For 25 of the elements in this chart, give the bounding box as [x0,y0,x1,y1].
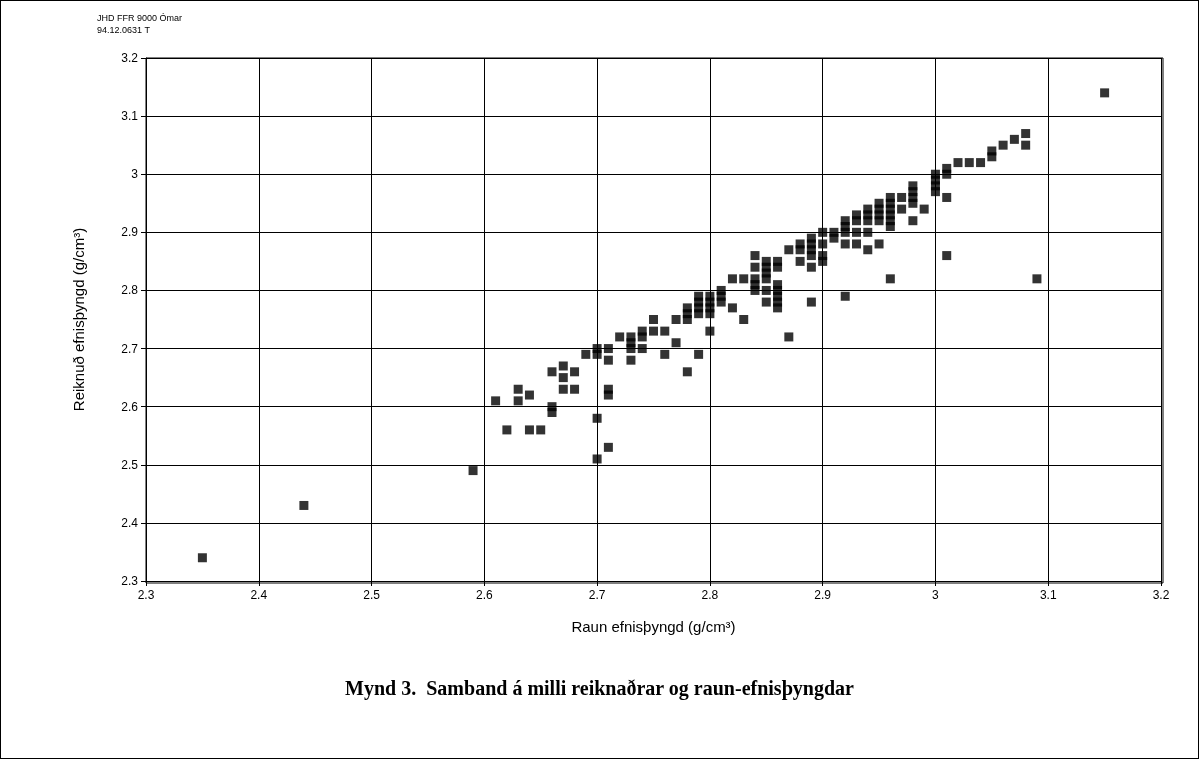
x-tick-label: 3.1 [1039,588,1057,602]
x-tick-label: 3.2 [1152,588,1170,602]
y-tick-label: 2.8 [121,283,139,298]
x-tick-label: 2.7 [588,588,606,602]
x-tick-label: 2.4 [250,588,268,602]
y-tick-label: 2.4 [121,515,139,530]
y-tick-label: 2.7 [121,341,139,356]
x-tick-label: 2.6 [475,588,493,602]
text: Mynd 3. Samband á milli reiknaðrar og raun-efnisþyngdar [345,677,855,700]
y-tick-label: 3 [131,167,139,182]
x-tick-label: 2.8 [701,588,719,602]
x-axis-title: Raun efnisþyngd (g/cm³) [571,618,736,635]
x-tick-label: 2.3 [137,588,155,602]
text: 94.12.0631 T [97,24,151,35]
y-tick-label: 2.3 [121,574,139,588]
y-tick-label: 2.5 [121,457,139,472]
y-axis-title: Reiknuð efnisþyngd (g/cm³) [70,227,87,412]
text: JHD FFR 9000 Ómar [97,12,183,23]
y-tick-label: 2.9 [121,225,139,240]
y-tick-label: 3.1 [121,109,139,124]
x-tick-label: 3 [932,588,940,602]
x-tick-label: 2.5 [363,588,381,602]
y-tick-label: 3.2 [121,51,139,65]
y-tick-label: 2.6 [121,399,139,414]
x-tick-label: 2.9 [814,588,832,602]
